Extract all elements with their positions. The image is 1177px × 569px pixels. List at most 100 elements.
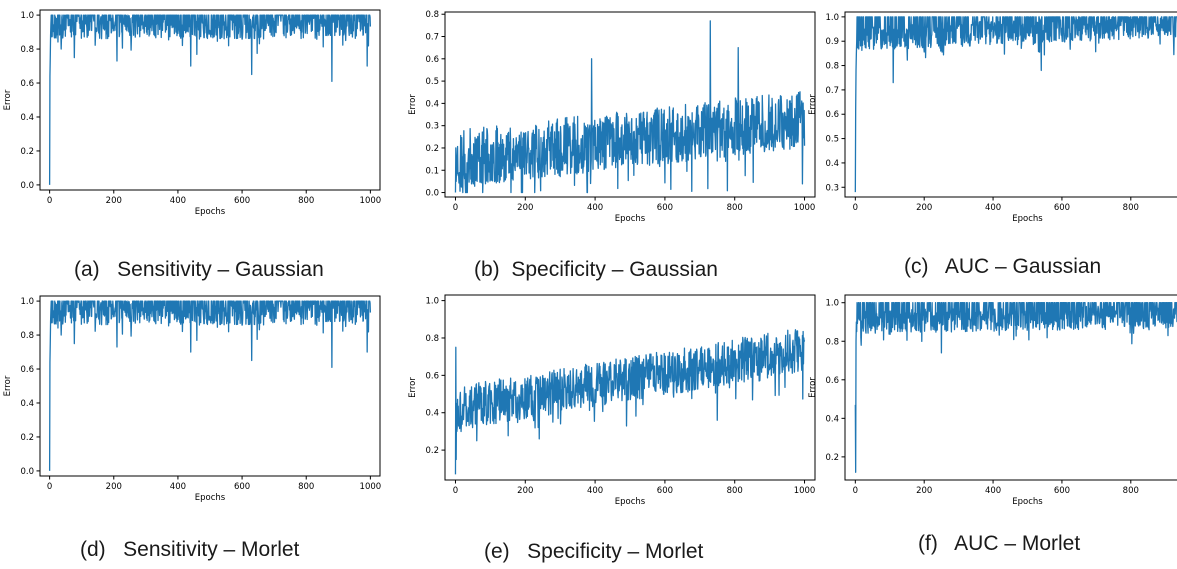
y-tick-label-e: 1.0	[425, 297, 439, 307]
y-tick-label-b: 0.6	[425, 55, 439, 65]
y-tick-label-f: 0.2	[825, 453, 839, 463]
caption-a: (a) Sensitivity – Gaussian	[74, 258, 324, 281]
plot-frame-b	[444, 11, 816, 198]
y-tick-label-d: 0.4	[20, 399, 34, 409]
y-tick-label-c: 0.4	[825, 159, 839, 169]
y-axis-label-f: Error	[808, 377, 818, 398]
x-tick-label-e: 400	[587, 486, 603, 496]
y-tick-label-a: 0.0	[20, 181, 34, 191]
x-tick-label-a: 200	[106, 196, 122, 206]
chart-panel-d: 0 200 400 600 800 1000 0.0 0.2 0.4 0.6 0.8 1.0 Epoch…	[0, 288, 390, 518]
chart-panel-c: 020040060080010000.30.40.50.60.70.80.91.…	[800, 0, 1177, 230]
y-tick-label-c: 0.5	[825, 135, 839, 145]
chart-d: 0 200 400 600 800 1000 0.0 0.2 0.4 0.6 0.8 1.0 Epoch…	[3, 295, 381, 503]
plot-frame-c	[844, 11, 1177, 198]
series-line-f	[854, 302, 1177, 473]
x-tick-label-c: 600	[1054, 203, 1070, 213]
series-line-a	[48, 14, 372, 185]
x-tick-label-f: 600	[1054, 486, 1070, 496]
x-tick-label-e: 0	[453, 486, 458, 496]
y-tick-label-a: 1.0	[20, 11, 34, 21]
plot-frame-e	[444, 294, 816, 481]
chart-panel-e: 0 200 400 600 800 1000 0.2 0.4 0.6 0.8 1.0 Epochs Er…	[400, 285, 816, 515]
x-tick-label-e: 1000	[794, 486, 816, 496]
x-axis-label-f: Epochs	[1012, 497, 1043, 507]
x-tick-label-b: 200	[517, 203, 533, 213]
y-tick-label-c: 1.0	[825, 13, 839, 23]
caption-e: (e) Specificity – Morlet	[484, 540, 704, 563]
x-tick-label-d: 800	[298, 482, 314, 492]
x-tick-label-b: 600	[657, 203, 673, 213]
x-tick-label-b: 1000	[794, 203, 816, 213]
plot-frame-f	[844, 294, 1177, 481]
y-tick-label-b: 0.5	[425, 77, 439, 87]
y-tick-label-f: 0.6	[825, 376, 839, 386]
x-tick-label-f: 400	[985, 486, 1001, 496]
chart-b: 0 200 400 600 800 1000 0.0 0.1 0.2 0.3 0.4 0.5 0.6 0.…	[408, 10, 816, 224]
y-tick-label-d: 0.8	[20, 331, 34, 341]
x-tick-label-b: 800	[727, 203, 743, 213]
series-line-d	[48, 300, 372, 471]
y-tick-label-e: 0.8	[425, 334, 439, 344]
series-line-c	[854, 16, 1177, 193]
y-tick-label-c: 0.7	[825, 86, 839, 96]
x-tick-label-f: 800	[1123, 486, 1139, 496]
y-tick-label-d: 0.0	[20, 467, 34, 477]
y-tick-label-b: 0.0	[425, 189, 439, 199]
chart-panel-f: 020040060080010000.20.40.60.81.0EpochsEr…	[800, 285, 1177, 515]
y-axis-label-c: Error	[808, 94, 818, 115]
y-tick-label-c: 0.3	[825, 183, 839, 193]
chart-f: 020040060080010000.20.40.60.81.0EpochsEr…	[808, 294, 1177, 507]
x-tick-label-b: 0	[453, 203, 458, 213]
x-tick-label-a: 600	[234, 196, 250, 206]
y-tick-label-a: 0.4	[20, 113, 34, 123]
x-tick-label-e: 800	[727, 486, 743, 496]
caption-b: (b) Specificity – Gaussian	[474, 258, 718, 281]
y-tick-label-c: 0.6	[825, 110, 839, 120]
y-axis-label-e: Error	[408, 377, 418, 398]
x-tick-label-a: 0	[47, 196, 52, 206]
y-tick-label-a: 0.6	[20, 79, 34, 89]
chart-c: 020040060080010000.30.40.50.60.70.80.91.…	[808, 11, 1177, 224]
x-axis-label-e: Epochs	[615, 497, 646, 507]
plot-frame-a	[39, 9, 381, 191]
y-tick-label-c: 0.9	[825, 37, 839, 47]
y-tick-label-b: 0.3	[425, 122, 439, 132]
x-tick-label-a: 800	[298, 196, 314, 206]
chart-e: 0 200 400 600 800 1000 0.2 0.4 0.6 0.8 1.0 Epochs Er…	[408, 294, 816, 507]
x-tick-label-c: 400	[985, 203, 1001, 213]
caption-c: (c) AUC – Gaussian	[904, 255, 1102, 278]
chart-a: 0 200 400 600 800 1000 0.0 0.2 0.4 0.6 0.8 1.0 Epoch…	[3, 9, 382, 217]
y-tick-label-a: 0.8	[20, 45, 34, 55]
caption-d: (d) Sensitivity – Morlet	[80, 538, 300, 561]
x-tick-label-d: 600	[234, 482, 250, 492]
x-axis-label-d: Epochs	[195, 493, 226, 503]
y-tick-label-f: 0.4	[825, 414, 839, 424]
x-axis-label-c: Epochs	[1012, 214, 1043, 224]
y-axis-label-d: Error	[3, 375, 13, 396]
x-tick-label-f: 0	[853, 486, 858, 496]
chart-panel-a: 0 200 400 600 800 1000 0.0 0.2 0.4 0.6 0.8 1.0 Epoch…	[0, 0, 390, 230]
y-tick-label-e: 0.4	[425, 409, 439, 419]
y-tick-label-d: 0.6	[20, 365, 34, 375]
x-tick-label-a: 1000	[360, 196, 382, 206]
series-line-b	[454, 20, 806, 194]
x-tick-label-c: 0	[853, 203, 858, 213]
x-tick-label-a: 400	[170, 196, 186, 206]
y-tick-label-a: 0.2	[20, 147, 34, 157]
x-axis-label-b: Epochs	[615, 214, 646, 224]
x-tick-label-b: 400	[587, 203, 603, 213]
x-tick-label-d: 200	[106, 482, 122, 492]
x-tick-label-c: 800	[1123, 203, 1139, 213]
y-tick-label-e: 0.6	[425, 371, 439, 381]
x-tick-label-e: 600	[657, 486, 673, 496]
y-tick-label-b: 0.1	[425, 166, 439, 176]
y-axis-label-b: Error	[408, 94, 418, 115]
y-tick-label-b: 0.2	[425, 144, 439, 154]
y-tick-label-d: 1.0	[20, 297, 34, 307]
y-tick-label-b: 0.7	[425, 33, 439, 43]
x-tick-label-d: 0	[47, 482, 52, 492]
caption-f: (f) AUC – Morlet	[918, 532, 1081, 555]
x-tick-label-c: 200	[916, 203, 932, 213]
y-tick-label-d: 0.2	[20, 433, 34, 443]
